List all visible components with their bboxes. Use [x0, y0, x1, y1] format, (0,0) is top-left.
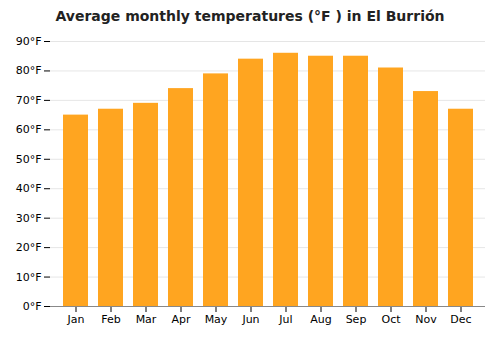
svg-text:Feb: Feb	[101, 313, 120, 326]
svg-text:40°F: 40°F	[16, 182, 42, 195]
svg-text:Dec: Dec	[450, 313, 471, 326]
svg-text:Sep: Sep	[346, 313, 367, 326]
svg-text:Apr: Apr	[171, 313, 191, 326]
svg-text:60°F: 60°F	[16, 123, 42, 136]
svg-text:May: May	[205, 313, 228, 326]
svg-text:Aug: Aug	[310, 313, 331, 326]
svg-text:80°F: 80°F	[16, 64, 42, 77]
svg-text:Mar: Mar	[136, 313, 157, 326]
svg-text:0°F: 0°F	[23, 300, 42, 313]
svg-text:30°F: 30°F	[16, 212, 42, 225]
svg-text:20°F: 20°F	[16, 241, 42, 254]
svg-text:90°F: 90°F	[16, 35, 42, 48]
svg-text:50°F: 50°F	[16, 153, 42, 166]
svg-text:Jan: Jan	[67, 313, 85, 326]
svg-text:Oct: Oct	[381, 313, 401, 326]
svg-text:Jul: Jul	[278, 313, 292, 326]
svg-text:Nov: Nov	[415, 313, 437, 326]
html-text:Average monthly temperatures (: Average monthly temperatures (°F ) in El…	[55, 8, 445, 24]
svg-text:Jun: Jun	[241, 313, 259, 326]
svg-text:70°F: 70°F	[16, 94, 42, 107]
svg-text:10°F: 10°F	[16, 271, 42, 284]
